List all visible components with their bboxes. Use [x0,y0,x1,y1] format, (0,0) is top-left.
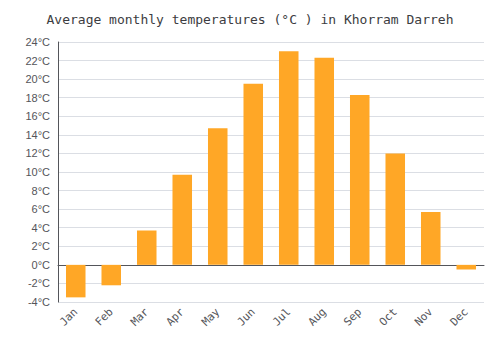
svg-text:24°C: 24°C [25,36,50,48]
svg-text:8°C: 8°C [32,185,51,197]
svg-text:Jul: Jul [270,305,293,328]
svg-text:Jun: Jun [235,305,258,328]
svg-text:6°C: 6°C [32,203,51,215]
svg-text:2°C: 2°C [32,240,51,252]
svg-text:Feb: Feb [93,305,116,328]
svg-text:4°C: 4°C [32,222,51,234]
svg-text:Apr: Apr [164,305,187,328]
svg-text:12°C: 12°C [25,147,50,159]
svg-text:Sep: Sep [341,305,364,328]
svg-text:May: May [199,305,222,328]
svg-text:18°C: 18°C [25,92,50,104]
svg-text:Oct: Oct [377,305,400,328]
svg-text:Average monthly temperatures (: Average monthly temperatures (°C ) in Kh… [47,12,454,27]
svg-text:-2°C: -2°C [28,277,50,289]
svg-text:-4°C: -4°C [28,296,50,308]
svg-text:22°C: 22°C [25,55,50,67]
svg-text:0°C: 0°C [32,259,51,271]
svg-text:Mar: Mar [128,305,151,328]
svg-text:Aug: Aug [306,305,329,328]
svg-text:Nov: Nov [412,305,435,328]
svg-text:16°C: 16°C [25,110,50,122]
svg-text:Jan: Jan [57,305,80,328]
svg-text:14°C: 14°C [25,129,50,141]
svg-text:Dec: Dec [448,305,471,328]
svg-text:20°C: 20°C [25,73,50,85]
svg-text:10°C: 10°C [25,166,50,178]
